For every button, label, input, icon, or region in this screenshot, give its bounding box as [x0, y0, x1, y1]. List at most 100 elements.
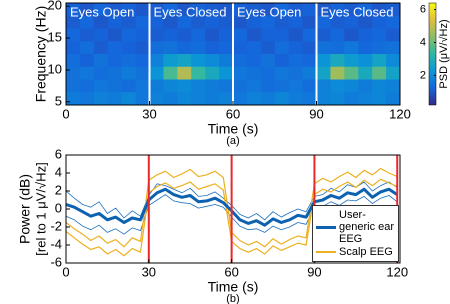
heatmap-cell — [274, 28, 290, 42]
heatmap-cell — [219, 15, 234, 29]
y-axis-label: Power (dB) — [17, 174, 33, 244]
heatmap-cell — [330, 41, 345, 55]
heatmap-cell — [260, 41, 276, 55]
heatmap-cell — [330, 3, 345, 17]
heatmap-cell — [274, 41, 290, 55]
heatmap-cell — [121, 66, 137, 80]
heatmap-cell — [344, 3, 359, 17]
heatmap-cell — [79, 79, 95, 93]
y-tick-label: 5 — [55, 93, 62, 108]
heatmap-cell — [386, 15, 401, 29]
segment-label: Eyes Closed — [321, 4, 394, 19]
heatmap-cell — [93, 28, 109, 42]
heatmap-cell — [135, 54, 150, 68]
y-axis-label-units: [rel to 1 μV/√Hz] — [33, 162, 48, 255]
heatmap-cell — [288, 79, 304, 93]
heatmap-cell — [330, 54, 345, 68]
heatmap-cell — [372, 79, 387, 93]
heatmap-cell — [302, 28, 317, 42]
heatmap-cell — [219, 41, 234, 55]
heatmap-cell — [386, 54, 401, 68]
heatmap-cell — [79, 54, 95, 68]
heatmap-cell — [219, 66, 234, 80]
x-axis-label: Time (s) — [208, 279, 259, 295]
heatmap-cell — [358, 3, 373, 17]
x-tick-label: 60 — [226, 106, 240, 121]
heatmap-cell — [163, 92, 178, 106]
heatmap-cell — [107, 54, 123, 68]
heatmap-cell — [219, 28, 234, 42]
heatmap-cell — [121, 54, 137, 68]
heatmap-cell — [191, 66, 206, 80]
heatmap-cell — [93, 92, 109, 106]
heatmap-cell — [149, 54, 164, 68]
legend-entry: User-generic ear EEG — [316, 209, 395, 245]
x-tick-label: 0 — [62, 106, 69, 121]
heatmap-cell — [205, 28, 220, 42]
x-tick-label: 90 — [307, 264, 321, 279]
heatmap-cell — [386, 28, 401, 42]
heatmap-cell — [386, 3, 401, 17]
heatmap-cell — [93, 41, 109, 55]
y-tick-label: 10 — [48, 61, 62, 76]
heatmap-cell — [246, 92, 262, 106]
heatmap-cell — [302, 15, 317, 29]
heatmap-cell — [107, 66, 123, 80]
heatmap-cell — [233, 54, 248, 68]
axes-frame — [65, 2, 401, 106]
heatmap-cell — [66, 66, 81, 80]
heatmap-cell — [177, 92, 192, 106]
y-tick-label: -2 — [50, 218, 62, 233]
heatmap-cell — [163, 54, 178, 68]
heatmap-cell — [316, 79, 331, 93]
heatmap-cell — [233, 92, 248, 106]
heatmap-cell — [344, 79, 359, 93]
y-tick-label: 15 — [48, 30, 62, 45]
heatmap-cell — [358, 15, 373, 29]
heatmap-cell — [358, 54, 373, 68]
heatmap-cell — [205, 79, 220, 93]
x-tick-label: 60 — [224, 264, 238, 279]
heatmap-cell — [191, 54, 206, 68]
y-tick-label: 20 — [48, 0, 62, 13]
heatmap-cell — [316, 3, 331, 17]
heatmap-cell — [93, 54, 109, 68]
heatmap-cell — [149, 3, 164, 17]
heatmap-cell — [302, 3, 317, 17]
heatmap-cell — [135, 79, 150, 93]
heatmap-cell — [177, 79, 192, 93]
heatmap-cell — [121, 3, 137, 17]
heatmap-cell — [163, 28, 178, 42]
heatmap-cell — [302, 79, 317, 93]
heatmap-cell — [149, 15, 164, 29]
heatmap-cell — [219, 54, 234, 68]
heatmap-cell — [177, 3, 192, 17]
heatmap-cell — [288, 54, 304, 68]
x-tick-label: 120 — [386, 264, 408, 279]
heatmap-cell — [79, 28, 95, 42]
y-tick-label: 4 — [55, 164, 62, 179]
heatmap-cell — [344, 92, 359, 106]
legend: User-generic ear EEG Scalp EEG — [312, 205, 399, 262]
heatmap-cell — [205, 3, 220, 17]
heatmap-cell — [135, 15, 150, 29]
colorbar-tick-label: 2 — [420, 69, 426, 81]
heatmap-cell — [205, 92, 220, 106]
heatmap-cell — [372, 28, 387, 42]
heatmap-cell — [219, 3, 234, 17]
heatmap-cell — [79, 66, 95, 80]
heatmap-cell — [205, 41, 220, 55]
heatmap-cell — [316, 15, 331, 29]
heatmap-cell — [135, 41, 150, 55]
heatmap-cell — [260, 66, 276, 80]
segment-label: Eyes Open — [70, 4, 134, 19]
heatmap-cell — [107, 79, 123, 93]
heatmap-cell — [330, 79, 345, 93]
y-tick-label: -6 — [50, 254, 62, 269]
heatmap-cell — [191, 28, 206, 42]
heatmap-cell — [302, 92, 317, 106]
heatmap-cell — [358, 28, 373, 42]
heatmap-cell — [121, 79, 137, 93]
heatmap-cell — [288, 28, 304, 42]
